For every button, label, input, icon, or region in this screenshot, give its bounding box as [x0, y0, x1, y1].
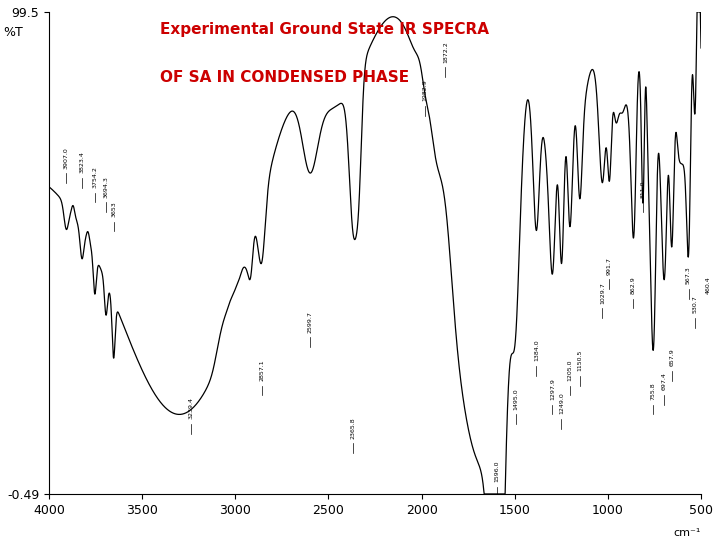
Text: 1297.9: 1297.9	[550, 378, 555, 400]
Text: 3694.3: 3694.3	[104, 176, 109, 198]
Text: cm⁻¹: cm⁻¹	[674, 528, 701, 538]
Text: 3823.4: 3823.4	[79, 152, 84, 173]
Text: 3907.0: 3907.0	[64, 147, 68, 168]
Text: 862.9: 862.9	[631, 276, 636, 294]
Text: 2365.8: 2365.8	[351, 417, 356, 438]
Text: 3239.4: 3239.4	[188, 397, 193, 419]
Text: 657.9: 657.9	[669, 348, 674, 366]
Text: 1596.0: 1596.0	[495, 461, 500, 482]
Text: 1495.0: 1495.0	[513, 388, 518, 410]
Text: 1384.0: 1384.0	[534, 340, 539, 361]
Text: 811.0: 811.0	[641, 180, 646, 198]
Text: 991.7: 991.7	[607, 257, 612, 275]
Text: 1029.7: 1029.7	[600, 282, 605, 303]
Text: 1205.0: 1205.0	[567, 359, 572, 381]
Text: 460.4: 460.4	[706, 276, 711, 294]
Text: Experimental Ground State IR SPECRA: Experimental Ground State IR SPECRA	[160, 22, 489, 37]
Text: OF SA IN CONDENSED PHASE: OF SA IN CONDENSED PHASE	[160, 70, 409, 85]
Text: 697.4: 697.4	[662, 373, 667, 390]
Text: 530.7: 530.7	[693, 295, 698, 313]
Text: 2857.1: 2857.1	[259, 359, 264, 381]
Text: 755.8: 755.8	[651, 382, 656, 400]
Text: %T: %T	[3, 26, 23, 39]
Text: 1249.0: 1249.0	[559, 393, 564, 415]
Text: 1982.9: 1982.9	[422, 79, 427, 101]
Text: 567.3: 567.3	[686, 267, 691, 284]
Text: 2599.7: 2599.7	[307, 310, 312, 333]
Text: 1150.5: 1150.5	[577, 350, 582, 371]
Text: 3653: 3653	[111, 201, 116, 217]
Text: 1872.2: 1872.2	[443, 41, 448, 63]
Text: 3754.2: 3754.2	[92, 166, 97, 188]
